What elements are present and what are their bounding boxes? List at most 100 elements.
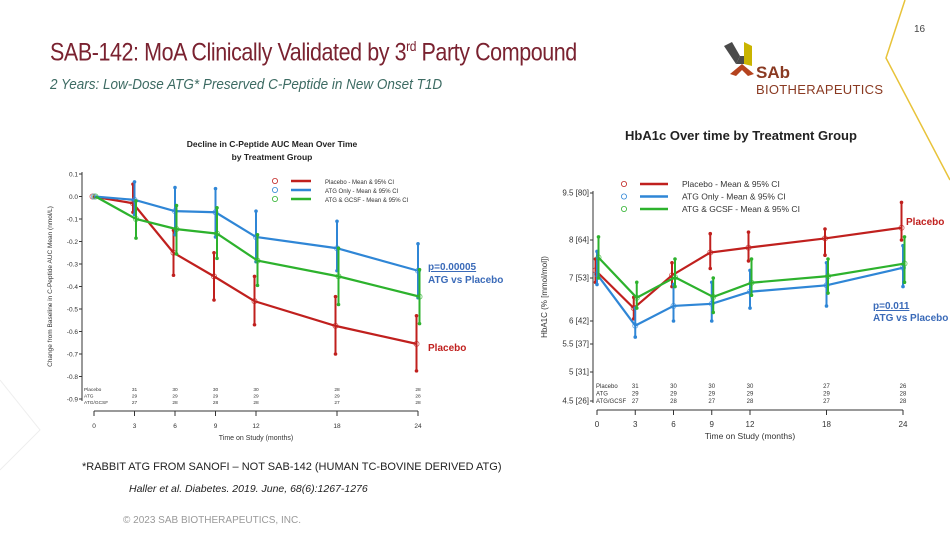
y-tick-label: -0.2: [67, 239, 79, 246]
ci-low-point: [252, 322, 257, 327]
n-table-count: 29: [823, 392, 830, 398]
y-tick-label: -0.3: [67, 262, 79, 269]
y-tick-label: 5 [31]: [569, 368, 589, 377]
ci-low-point: [174, 252, 179, 256]
y-tick-label: -0.8: [67, 374, 79, 381]
ci-high-point: [333, 294, 338, 299]
n-table-count: 27: [823, 384, 830, 390]
ci-low-point: [823, 253, 827, 257]
data-point: [672, 274, 679, 281]
y-tick-label: 7 [53]: [569, 274, 589, 283]
data-point: [254, 257, 261, 264]
x-tick-label: 9: [214, 423, 218, 430]
ci-high-point: [823, 227, 827, 231]
chart-title: HbA1c Over time by Treatment Group: [625, 128, 857, 143]
x-tick-label: 12: [746, 420, 755, 429]
ci-high-point: [252, 274, 257, 279]
ci-low-point: [255, 283, 260, 288]
ci-low-point: [708, 266, 713, 271]
data-point: [901, 260, 908, 267]
data-point: [748, 279, 755, 286]
citation: Haller et al. Diabetes. 2019. June, 68(6…: [129, 483, 368, 495]
ci-low-point: [417, 321, 422, 326]
x-axis-label: Time on Study (months): [705, 431, 796, 441]
n-table-count: 30: [253, 387, 259, 393]
title-text: SAB-142: MoA Clinically Validated by 3: [50, 38, 407, 67]
ci-low-point: [711, 310, 716, 315]
data-point: [251, 298, 258, 305]
data-point: [898, 224, 905, 231]
n-table-count: 28: [334, 387, 340, 393]
data-point: [416, 293, 423, 300]
data-point: [210, 273, 217, 280]
c-peptide-chart: Decline in C-Peptide AUC Mean Over Time b…: [47, 139, 503, 442]
n-table-count: 28: [900, 392, 907, 398]
data-point: [132, 215, 139, 222]
chart-annotation: ATG vs Placebo: [428, 275, 503, 286]
n-table-count: 31: [132, 387, 138, 393]
ci-high-point: [416, 241, 420, 246]
ci-high-point: [902, 235, 907, 239]
n-table-count: 29: [213, 394, 219, 400]
n-table-count: 30: [670, 384, 677, 390]
ci-low-point: [212, 298, 216, 302]
ci-high-point: [899, 200, 904, 205]
n-table-count: 29: [132, 394, 138, 400]
data-point: [822, 235, 829, 242]
slide-subtitle: 2 Years: Low-Dose ATG* Preserved C-Pepti…: [50, 76, 443, 93]
title-superscript: rd: [406, 38, 416, 54]
n-table-label: Placebo: [84, 387, 102, 393]
y-tick-label: -0.9: [67, 397, 79, 404]
data-point: [332, 322, 339, 329]
n-table-count: 29: [747, 392, 754, 398]
y-tick-label: 0.0: [69, 194, 78, 201]
ci-low-point: [633, 335, 638, 339]
logo-name: BIOTHERAPEUTICS: [756, 82, 884, 97]
logo-mark-red: [730, 64, 754, 76]
legend-marker-icon: [621, 205, 628, 212]
data-point: [632, 322, 639, 329]
page-number: 16: [914, 24, 926, 35]
n-table-count: 29: [253, 394, 259, 400]
legend-label: Placebo - Mean & 95% CI: [325, 180, 394, 186]
ci-high-point: [634, 280, 639, 285]
ci-high-point: [417, 267, 422, 272]
ci-low-point: [749, 293, 754, 298]
n-table-count: 27: [132, 400, 138, 406]
ci-low-point: [901, 284, 905, 289]
x-axis-label: Time on Study (months): [219, 435, 293, 442]
n-table-label: ATG/GCSF: [84, 400, 108, 406]
ci-high-point: [254, 209, 258, 213]
data-point: [633, 294, 640, 301]
x-tick-label: 18: [822, 420, 831, 429]
y-tick-label: 5.5 [37]: [562, 340, 589, 349]
company-logo: [724, 42, 754, 76]
x-tick-label: 18: [333, 423, 341, 430]
n-table-count: 28: [900, 399, 907, 405]
x-tick-label: 9: [710, 420, 715, 429]
n-table-count: 29: [632, 392, 639, 398]
x-tick-label: 3: [133, 423, 137, 430]
ci-low-point: [671, 319, 676, 323]
ci-low-point: [134, 236, 138, 240]
n-table-count: 28: [670, 399, 677, 405]
legend-label: ATG & GCSF - Mean & 95% CI: [325, 198, 409, 204]
n-table-count: 27: [334, 400, 340, 406]
ci-low-point: [595, 282, 599, 287]
chart-annotation: p=0.011: [873, 301, 910, 312]
ci-low-point: [746, 259, 751, 263]
legend-label: ATG Only - Mean & 95% CI: [325, 189, 399, 195]
legend-marker-icon: [621, 193, 628, 200]
ci-low-point: [634, 306, 639, 310]
n-table-count: 28: [415, 400, 421, 406]
ci-low-point: [709, 319, 714, 323]
ci-high-point: [132, 180, 137, 184]
ci-low-point: [902, 280, 907, 285]
n-table-count: 28: [213, 400, 219, 406]
x-tick-label: 24: [899, 420, 908, 429]
copyright: © 2023 SAB BIOTHERAPEUTICS, INC.: [123, 515, 301, 526]
ci-high-point: [826, 257, 830, 261]
ci-low-point: [899, 238, 904, 242]
n-table-count: 31: [632, 384, 639, 390]
chart-annotation: Placebo: [428, 343, 466, 354]
